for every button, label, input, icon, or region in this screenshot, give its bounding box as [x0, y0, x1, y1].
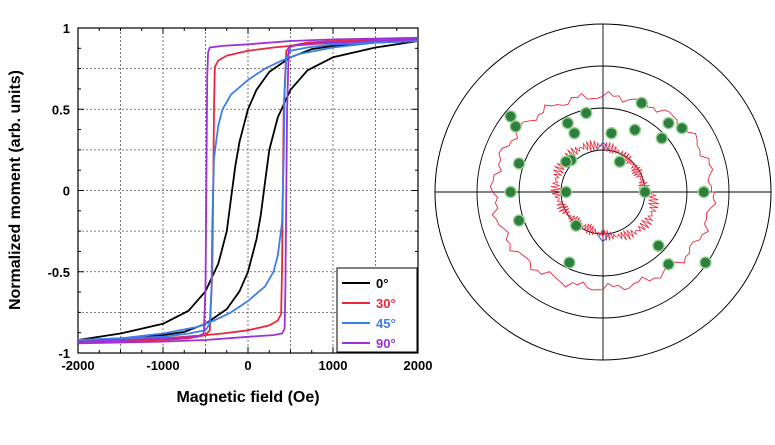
- tick-labels: -2000 -1000 0 1000 2000 1 0.5 0 -0.5 -1: [48, 21, 433, 373]
- y-tick-label: 0.5: [52, 102, 70, 117]
- diffraction-spot: [569, 219, 583, 232]
- x-tick-label: 2000: [404, 358, 433, 373]
- diffraction-spot: [568, 126, 581, 140]
- series-45°-upper-branch: [77, 40, 419, 341]
- legend-label: 45°: [376, 316, 396, 331]
- y-axis-title: Normalized moment (arb. units): [7, 70, 24, 310]
- series-0°-lower-branch: [77, 40, 419, 341]
- diffraction-spot: [635, 96, 648, 110]
- outer-intensity-contour: [489, 90, 717, 291]
- series-layer: [77, 36, 419, 345]
- diffraction-spot: [509, 120, 522, 133]
- diffraction-spot: [699, 256, 712, 269]
- diffraction-spot: [662, 258, 675, 271]
- legend-label: 30°: [376, 296, 396, 311]
- x-tick-label: 1000: [319, 358, 348, 373]
- x-tick-label: 0: [244, 358, 251, 373]
- pole-figure: [434, 23, 772, 361]
- diffraction-spot: [563, 256, 576, 269]
- y-tick-label: -0.5: [48, 265, 70, 280]
- blue-contour-top: [596, 141, 610, 151]
- y-tick-label: -1: [58, 346, 70, 361]
- diffraction-spot: [559, 185, 573, 199]
- diffraction-spot: [697, 185, 710, 199]
- diffraction-spot: [652, 239, 665, 252]
- diffraction-spot: [655, 132, 668, 145]
- diffraction-spot: [580, 106, 593, 120]
- diffraction-spot: [613, 155, 626, 168]
- series-90°-lower-branch: [77, 38, 419, 345]
- diffraction-spot: [504, 185, 517, 199]
- diffraction-spot: [662, 116, 675, 130]
- diffraction-spot: [512, 214, 526, 227]
- series-45°-lower-branch: [77, 40, 419, 341]
- blue-contour-bottom: [596, 233, 610, 243]
- legend-label: 0°: [376, 276, 388, 291]
- series-90°-upper-branch: [77, 36, 419, 343]
- diffraction-spot: [605, 126, 618, 140]
- x-tick-label: -1000: [146, 358, 179, 373]
- diffraction-spot: [504, 110, 517, 123]
- series-0°-upper-branch: [77, 40, 419, 341]
- legend-label: 90°: [376, 336, 396, 351]
- y-tick-label: 0: [63, 184, 70, 199]
- diffraction-spot: [561, 116, 574, 130]
- hysteresis-chart: -2000 -1000 0 1000 2000 1 0.5 0 -0.5 -1 Magnetic …: [7, 21, 432, 406]
- diffraction-spot: [628, 123, 642, 137]
- diffraction-spot: [512, 157, 526, 170]
- x-tick-label: -2000: [61, 358, 94, 373]
- diffraction-spot: [675, 121, 689, 135]
- x-axis-title: Magnetic field (Oe): [176, 389, 319, 406]
- diffraction-spot: [638, 185, 652, 199]
- diffraction-spot: [559, 155, 573, 168]
- legend: 0° 30° 45° 90°: [336, 267, 418, 353]
- y-tick-label: 1: [63, 21, 70, 36]
